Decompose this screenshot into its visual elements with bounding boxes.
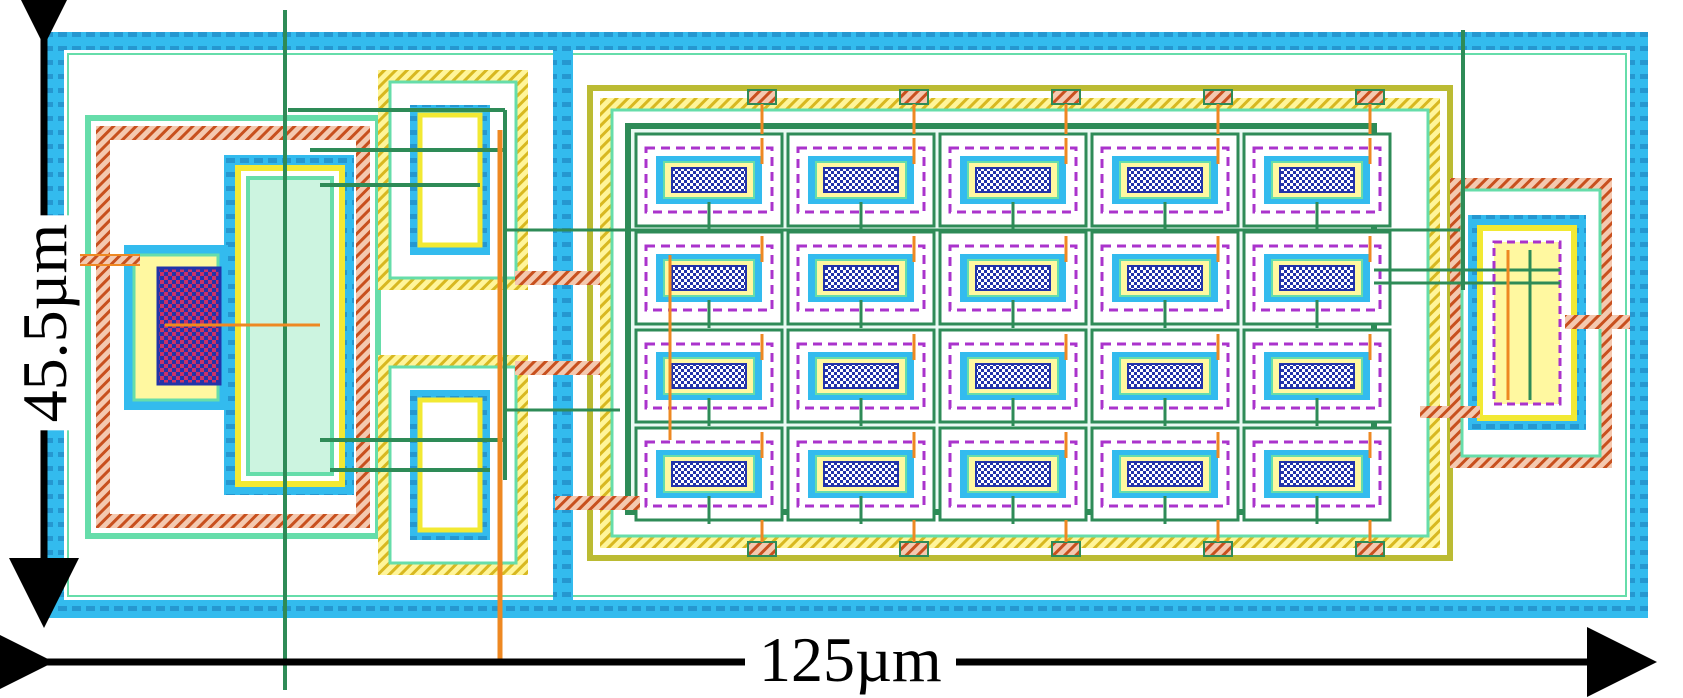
transistor-cell [786, 426, 936, 524]
transistor-cell [938, 132, 1088, 230]
transistor-cells [634, 89, 1392, 557]
transistor-cell [1242, 426, 1392, 524]
transistor-cell [634, 132, 784, 230]
height-dimension-label: 45.5µm [9, 215, 80, 431]
bottom-pad [1203, 541, 1233, 557]
top-pad [1203, 89, 1233, 105]
transistor-cell [786, 328, 936, 426]
top-pad [747, 89, 777, 105]
transistor-cell [1090, 426, 1240, 524]
bottom-pad [1051, 541, 1081, 557]
transistor-array [587, 85, 1453, 561]
transistor-cell [1090, 328, 1240, 426]
transistor-cell [938, 230, 1088, 328]
transistor-cell [786, 132, 936, 230]
top-pad [899, 89, 929, 105]
transistor-cell [1242, 132, 1392, 230]
transistor-cell [1090, 230, 1240, 328]
bottom-pad [1355, 541, 1385, 557]
routing-layer [80, 10, 1630, 690]
bottom-pad [747, 541, 777, 557]
top-pad [1051, 89, 1081, 105]
left-region [85, 115, 381, 539]
transistor-cell [1090, 132, 1240, 230]
transistor-cell [938, 328, 1088, 426]
top-pad [1355, 89, 1385, 105]
bottom-pad [899, 541, 929, 557]
transistor-cell [634, 426, 784, 524]
width-dimension-label: 125µm [745, 628, 956, 692]
transistor-cell [1242, 328, 1392, 426]
transistor-cell [938, 426, 1088, 524]
separator-ring [553, 50, 573, 600]
transistor-cell [1242, 230, 1392, 328]
transistor-cell [786, 230, 936, 328]
lower-transistor-block [378, 355, 528, 575]
transistor-cell [634, 230, 784, 328]
transistor-cell [634, 328, 784, 426]
